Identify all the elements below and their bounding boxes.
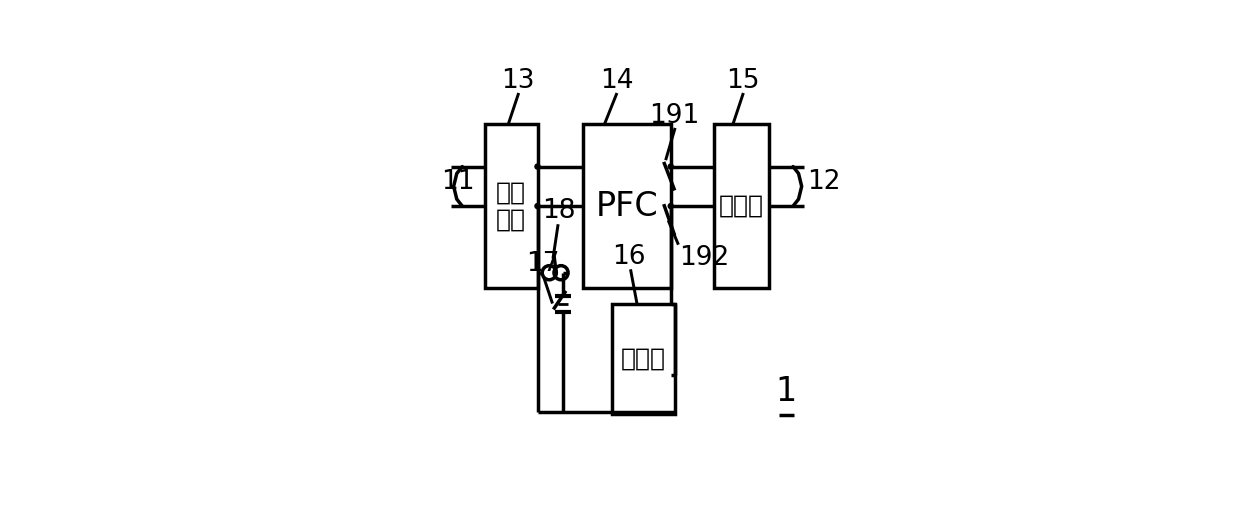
Text: 17: 17	[526, 251, 559, 277]
Text: 13: 13	[501, 68, 534, 94]
Bar	[583, 124, 671, 289]
Bar	[613, 304, 675, 414]
Text: 逆变器: 逆变器	[719, 194, 764, 218]
Circle shape	[668, 164, 673, 169]
Bar	[485, 124, 537, 289]
Text: 11: 11	[440, 169, 474, 195]
Text: 12: 12	[807, 169, 841, 195]
Text: 18: 18	[542, 197, 575, 224]
Text: 16: 16	[613, 244, 646, 270]
Text: 14: 14	[600, 68, 634, 94]
Text: 192: 192	[680, 244, 729, 270]
Text: 15: 15	[727, 68, 760, 94]
Text: 充电器: 充电器	[621, 347, 666, 371]
Text: PFC: PFC	[595, 189, 658, 222]
Text: 191: 191	[650, 103, 699, 129]
Text: 整流
电路: 整流 电路	[496, 180, 526, 232]
Circle shape	[534, 204, 541, 209]
Circle shape	[668, 204, 673, 209]
Bar	[714, 124, 769, 289]
Text: 1: 1	[776, 375, 797, 408]
Circle shape	[534, 164, 541, 169]
